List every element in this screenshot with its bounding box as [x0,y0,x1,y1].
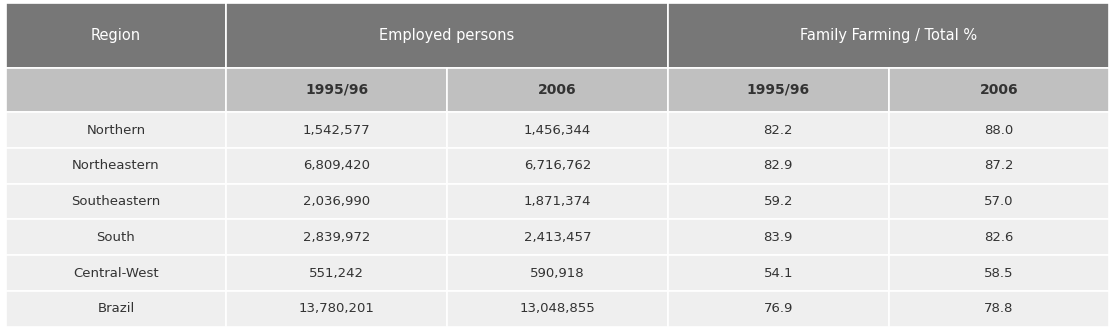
Text: 76.9: 76.9 [764,302,793,315]
FancyBboxPatch shape [6,219,226,255]
Text: 1,542,577: 1,542,577 [303,123,370,137]
Text: Region: Region [91,28,140,43]
FancyBboxPatch shape [668,184,889,219]
Text: 1,456,344: 1,456,344 [524,123,591,137]
FancyBboxPatch shape [226,219,447,255]
FancyBboxPatch shape [226,148,447,184]
Text: 1995/96: 1995/96 [306,83,368,97]
FancyBboxPatch shape [668,3,1109,68]
Text: 82.2: 82.2 [764,123,793,137]
Text: 2,839,972: 2,839,972 [303,231,370,244]
Text: 1,871,374: 1,871,374 [524,195,591,208]
FancyBboxPatch shape [447,291,668,327]
Text: 590,918: 590,918 [531,267,584,280]
Text: South: South [97,231,135,244]
Text: 54.1: 54.1 [764,267,793,280]
Text: Northern: Northern [86,123,146,137]
Text: Brazil: Brazil [97,302,135,315]
FancyBboxPatch shape [226,3,668,68]
FancyBboxPatch shape [6,3,226,68]
Text: Central-West: Central-West [74,267,158,280]
FancyBboxPatch shape [889,184,1109,219]
Text: 2,036,990: 2,036,990 [303,195,370,208]
FancyBboxPatch shape [889,68,1109,112]
FancyBboxPatch shape [447,148,668,184]
Text: 58.5: 58.5 [985,267,1014,280]
Text: 13,780,201: 13,780,201 [299,302,375,315]
FancyBboxPatch shape [226,291,447,327]
Text: 13,048,855: 13,048,855 [520,302,595,315]
Text: 6,809,420: 6,809,420 [303,159,370,172]
FancyBboxPatch shape [6,184,226,219]
FancyBboxPatch shape [226,112,447,148]
FancyBboxPatch shape [6,112,226,148]
FancyBboxPatch shape [6,291,226,327]
FancyBboxPatch shape [6,68,226,112]
FancyBboxPatch shape [447,255,668,291]
Text: 59.2: 59.2 [764,195,793,208]
Text: Employed persons: Employed persons [379,28,515,43]
FancyBboxPatch shape [889,148,1109,184]
Text: 2006: 2006 [980,83,1018,97]
FancyBboxPatch shape [889,291,1109,327]
FancyBboxPatch shape [889,112,1109,148]
Text: 6,716,762: 6,716,762 [524,159,591,172]
FancyBboxPatch shape [447,112,668,148]
Text: 82.6: 82.6 [985,231,1014,244]
Text: Family Farming / Total %: Family Farming / Total % [801,28,977,43]
Text: 1995/96: 1995/96 [747,83,809,97]
Text: 2,413,457: 2,413,457 [524,231,591,244]
FancyBboxPatch shape [6,255,226,291]
FancyBboxPatch shape [668,112,889,148]
Text: 551,242: 551,242 [309,267,365,280]
FancyBboxPatch shape [889,255,1109,291]
Text: Southeastern: Southeastern [71,195,161,208]
Text: 83.9: 83.9 [764,231,793,244]
FancyBboxPatch shape [668,255,889,291]
FancyBboxPatch shape [226,68,447,112]
Text: 2006: 2006 [539,83,576,97]
FancyBboxPatch shape [226,255,447,291]
FancyBboxPatch shape [447,184,668,219]
FancyBboxPatch shape [6,148,226,184]
Text: 57.0: 57.0 [985,195,1014,208]
FancyBboxPatch shape [668,148,889,184]
Text: 88.0: 88.0 [985,123,1014,137]
FancyBboxPatch shape [889,219,1109,255]
FancyBboxPatch shape [668,291,889,327]
Text: Northeastern: Northeastern [72,159,159,172]
Text: 87.2: 87.2 [985,159,1014,172]
FancyBboxPatch shape [668,219,889,255]
FancyBboxPatch shape [447,219,668,255]
FancyBboxPatch shape [668,68,889,112]
Text: 78.8: 78.8 [985,302,1014,315]
FancyBboxPatch shape [447,68,668,112]
Text: 82.9: 82.9 [764,159,793,172]
FancyBboxPatch shape [226,184,447,219]
